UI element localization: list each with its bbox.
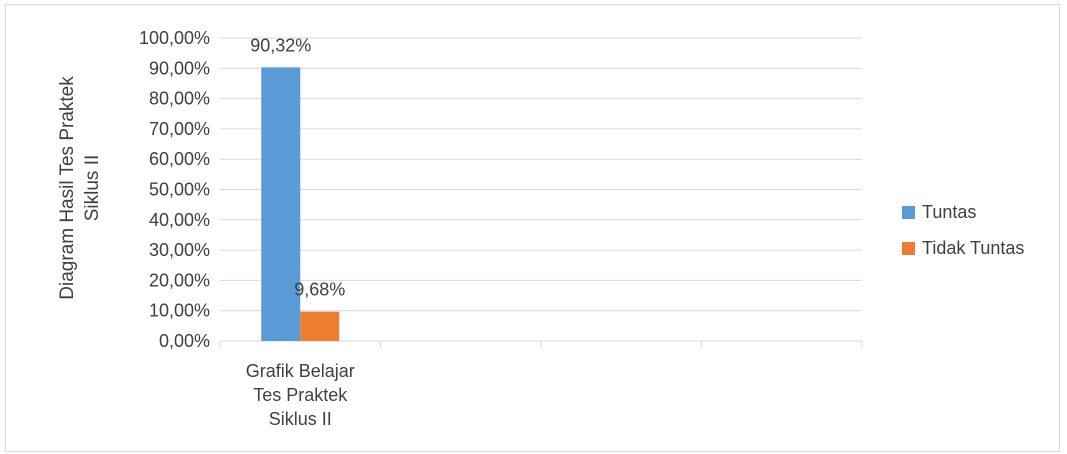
legend-label: Tuntas [922, 202, 976, 222]
data-label: 9,68% [294, 280, 345, 300]
bar-tuntas [261, 67, 301, 342]
x-category-label: Siklus II [269, 409, 332, 429]
y-tick-label: 0,00% [159, 331, 210, 351]
y-tick-label: 100,00% [139, 28, 210, 48]
y-tick-label: 40,00% [149, 210, 210, 230]
legend-swatch [902, 242, 915, 255]
y-tick-label: 80,00% [149, 89, 210, 109]
y-axis-title: Siklus II [82, 155, 103, 222]
x-category-label: Tes Praktek [253, 385, 348, 405]
y-tick-label: 70,00% [149, 119, 210, 139]
y-axis-title: Diagram Hasil Tes Praktek [57, 76, 78, 300]
chart-area [5, 4, 1060, 452]
bar-tidak-tuntas [300, 311, 340, 341]
legend-swatch [902, 206, 915, 219]
y-tick-label: 30,00% [149, 240, 210, 260]
x-category-label: Grafik Belajar [246, 361, 355, 381]
y-tick-label: 60,00% [149, 149, 210, 169]
legend-label: Tidak Tuntas [922, 238, 1024, 258]
y-tick-label: 90,00% [149, 58, 210, 78]
y-tick-label: 20,00% [149, 270, 210, 290]
y-tick-label: 10,00% [149, 301, 210, 321]
data-label: 90,32% [250, 35, 311, 55]
y-tick-label: 50,00% [149, 180, 210, 200]
